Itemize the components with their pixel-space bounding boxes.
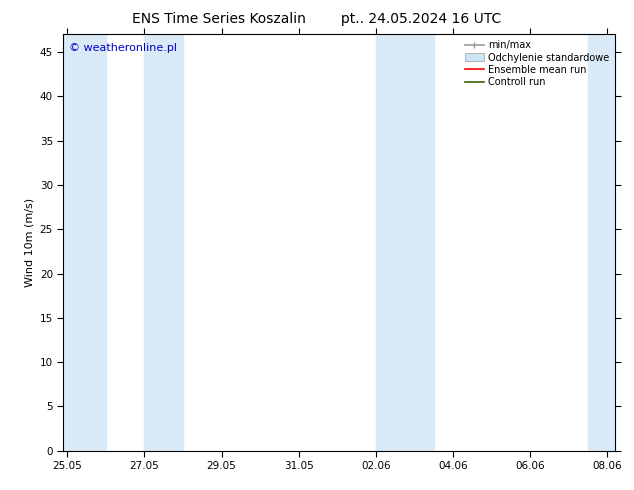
Bar (588, 34, 615, 451)
Bar (376, 34, 434, 451)
Y-axis label: Wind 10m (m/s): Wind 10m (m/s) (24, 198, 34, 287)
Text: ENS Time Series Koszalin        pt.. 24.05.2024 16 UTC: ENS Time Series Koszalin pt.. 24.05.2024… (133, 12, 501, 26)
Bar (63, 34, 106, 451)
Bar (145, 34, 183, 451)
Legend: min/max, Odchylenie standardowe, Ensemble mean run, Controll run: min/max, Odchylenie standardowe, Ensembl… (461, 36, 613, 91)
Text: © weatheronline.pl: © weatheronline.pl (69, 43, 177, 52)
